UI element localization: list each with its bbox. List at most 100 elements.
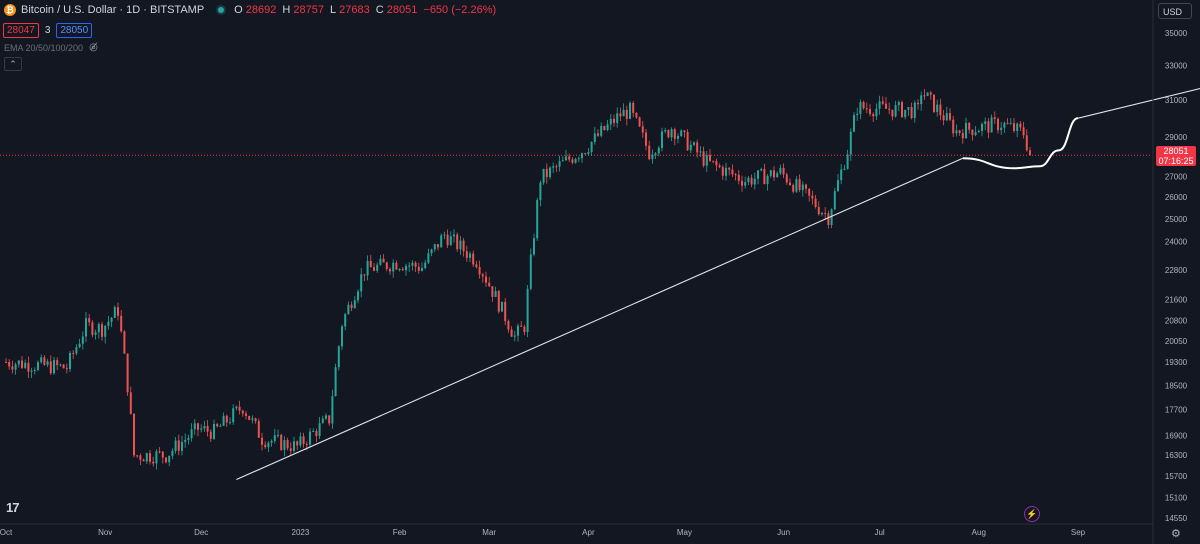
candle-body [840, 169, 843, 181]
candle-body [225, 415, 228, 423]
candle-body [920, 95, 923, 105]
price-tick-label: 26000 [1165, 193, 1188, 202]
candle-body [321, 418, 324, 424]
candle-body [881, 101, 884, 104]
time-tick-label: Dec [194, 528, 208, 537]
candle-body [837, 180, 839, 192]
candle-body [85, 318, 87, 337]
projection-line[interactable] [1077, 83, 1200, 119]
candle-body [609, 118, 612, 125]
candle-body [606, 124, 609, 130]
lightning-icon[interactable]: ⚡ [1024, 506, 1040, 522]
candle-body [673, 129, 676, 139]
currency-selector[interactable]: USD [1158, 3, 1192, 19]
candle-body [718, 165, 721, 168]
candle-body [123, 331, 126, 354]
candle-body [382, 258, 385, 263]
candle-body [795, 179, 798, 192]
candle-body [456, 234, 459, 250]
tradingview-logo[interactable]: 17 [6, 500, 20, 515]
drawings[interactable] [236, 83, 1200, 481]
price-tick-label: 16300 [1165, 451, 1188, 460]
candle-body [824, 213, 827, 215]
candle-body [549, 167, 551, 178]
candle-body [629, 102, 631, 119]
last-price-value: 28051 [1163, 146, 1189, 157]
candle-body [443, 234, 446, 236]
candle-body [917, 102, 919, 105]
candle-body [613, 118, 615, 123]
candle-body [17, 360, 20, 365]
price-tick-label: 20800 [1165, 317, 1188, 326]
candle-body [213, 423, 215, 439]
candle-body [513, 335, 516, 337]
candle-body [392, 262, 395, 272]
candle-body [968, 122, 971, 130]
candle-body [737, 174, 740, 181]
candle-body [929, 92, 932, 95]
price-tick-label: 21600 [1165, 296, 1188, 305]
candle-body [696, 142, 699, 153]
candle-body [923, 95, 926, 97]
candle-body [648, 145, 651, 160]
candle-body [126, 353, 129, 393]
close-label: C [375, 4, 384, 16]
symbol-title[interactable]: Bitcoin / U.S. Dollar · 1D · BITSTAMP [21, 4, 205, 16]
collapse-legend-button[interactable]: ⌃ [4, 57, 22, 71]
candle-body [331, 396, 334, 424]
time-axis[interactable]: Oct Nov Dec 2023 Feb Mar Apr May Jun Jul Aug Sep [0, 528, 1086, 537]
sell-button[interactable]: 28047 [3, 23, 39, 38]
candle-body [664, 130, 667, 132]
eye-hidden-icon[interactable]: ◎̸ [89, 42, 98, 53]
candle-body [862, 102, 865, 109]
candle-body [555, 166, 558, 168]
candle-body [216, 423, 219, 427]
candle-body [798, 179, 801, 191]
candle-body [427, 253, 430, 263]
candle-body [993, 117, 996, 119]
candle-body [949, 113, 951, 120]
candle-body [273, 435, 276, 441]
candle-body [814, 198, 817, 208]
price-tick-label: 15100 [1165, 493, 1188, 502]
indicator-label[interactable]: EMA 20/50/100/200 [4, 42, 84, 53]
open-label: O [234, 4, 243, 16]
candle-body [926, 92, 929, 96]
change-value: −650 (−2.26%) [423, 4, 497, 16]
candle-body [229, 422, 231, 424]
candle-body [833, 191, 836, 210]
candle-body [894, 105, 897, 117]
buy-button[interactable]: 28050 [56, 23, 93, 38]
bid-ask-panel: 28047 3 28050 [3, 23, 93, 38]
candle-body [801, 184, 804, 191]
candle-body [408, 265, 411, 267]
candle-body [161, 451, 164, 458]
candle-body [782, 167, 785, 175]
price-axis[interactable]: 35000 33000 31000 29000 27000 26000 25000 24000… [1165, 29, 1188, 523]
price-tick-label: 19300 [1165, 358, 1188, 367]
settings-gear-icon[interactable]: ⚙ [1171, 528, 1181, 540]
chart-header: ₿ Bitcoin / U.S. Dollar · 1D · BITSTAMP … [4, 4, 499, 16]
candle-body [1006, 122, 1009, 124]
candle-body [376, 264, 379, 271]
candle-body [533, 238, 535, 255]
candle-body [398, 269, 401, 271]
candle-body [385, 262, 388, 269]
time-tick-label: Apr [582, 528, 595, 537]
candle-body [779, 167, 782, 174]
candle-body [94, 332, 97, 335]
candle-body [702, 151, 705, 166]
candle-body [641, 126, 644, 133]
candle-body [827, 213, 830, 225]
time-tick-label: Aug [972, 528, 986, 537]
candle-body [859, 102, 862, 114]
candle-body [830, 209, 833, 225]
trendline[interactable] [236, 157, 964, 481]
candle-body [475, 264, 478, 268]
time-tick-label: May [677, 528, 692, 537]
candle-body [65, 368, 68, 370]
projection-curve[interactable] [962, 117, 1079, 170]
candle-body [789, 182, 791, 185]
candle-body [181, 441, 183, 451]
